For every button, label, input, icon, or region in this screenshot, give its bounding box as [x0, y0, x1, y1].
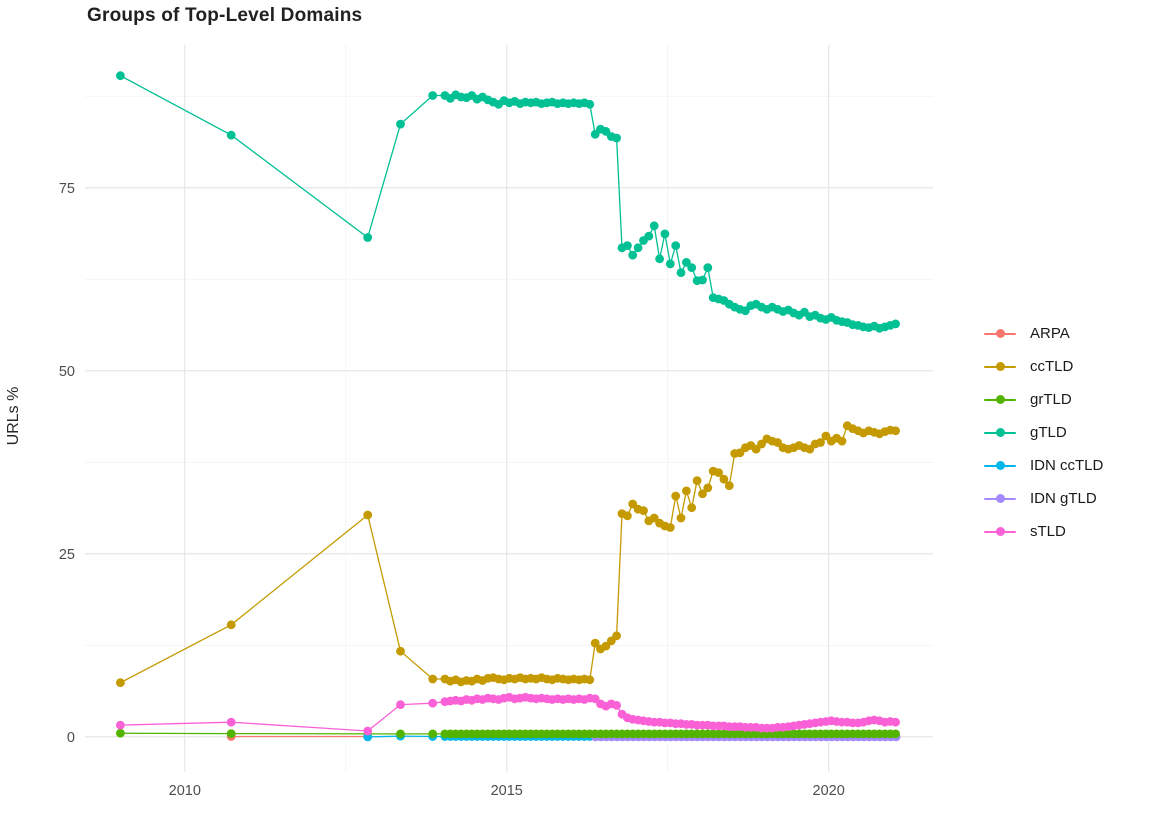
data-point-ccTLD: [816, 438, 825, 447]
legend-key-icon: [984, 391, 1016, 409]
data-point-gTLD: [698, 275, 707, 285]
data-point-ccTLD: [623, 511, 632, 521]
data-point-gTLD: [891, 319, 900, 329]
data-point-ccTLD: [428, 674, 438, 684]
data-point-sTLD: [363, 726, 373, 736]
data-point-gTLD: [226, 130, 236, 140]
data-point-gTLD: [644, 231, 654, 241]
series-line-gTLD: [120, 75, 896, 329]
data-point-ccTLD: [692, 476, 702, 485]
data-point-ccTLD: [714, 468, 723, 477]
data-point-ccTLD: [585, 675, 595, 685]
legend-item-IDN-ccTLD: IDN ccTLD: [984, 449, 1103, 482]
y-tick-label: 25: [59, 547, 75, 563]
legend-label: ccTLD: [1030, 358, 1074, 375]
data-point-ccTLD: [363, 510, 373, 520]
data-point-ccTLD: [891, 426, 900, 436]
data-point-gTLD: [649, 221, 659, 231]
data-point-sTLD: [226, 717, 236, 727]
legend: ARPA ccTLD grTLD gTLD IDN ccTLD IDN gTLD sTLD: [984, 317, 1103, 548]
data-point-gTLD: [623, 241, 632, 251]
data-point-gTLD: [665, 259, 675, 269]
data-point-gTLD: [428, 91, 438, 100]
legend-item-ARPA: ARPA: [984, 317, 1103, 350]
data-point-gTLD: [633, 243, 643, 253]
legend-item-sTLD: sTLD: [984, 515, 1103, 548]
data-point-ccTLD: [396, 646, 405, 656]
data-point-grTLD: [226, 729, 236, 738]
data-point-gTLD: [671, 241, 681, 251]
legend-key-icon: [984, 523, 1016, 541]
legend-item-IDN-gTLD: IDN gTLD: [984, 482, 1103, 515]
data-point-gTLD: [655, 254, 664, 264]
legend-label: sTLD: [1030, 523, 1066, 540]
legend-key-icon: [984, 325, 1016, 343]
legend-item-gTLD: gTLD: [984, 416, 1103, 449]
chart-title: Groups of Top-Level Domains: [87, 5, 363, 26]
y-axis-title: URLs %: [5, 386, 22, 446]
data-point-gTLD: [612, 133, 621, 143]
data-point-ccTLD: [682, 486, 691, 496]
y-tick-label: 0: [67, 730, 75, 746]
data-point-sTLD: [612, 701, 621, 710]
data-point-ccTLD: [590, 638, 600, 648]
data-point-ccTLD: [698, 489, 707, 499]
legend-label: gTLD: [1030, 424, 1067, 441]
x-tick-label: 2020: [813, 783, 845, 799]
data-point-ccTLD: [837, 436, 847, 446]
data-point-ccTLD: [116, 678, 125, 688]
data-point-gTLD: [687, 263, 697, 272]
y-tick-label: 50: [59, 364, 75, 380]
legend-key-icon: [984, 490, 1016, 508]
data-point-ccTLD: [676, 513, 686, 523]
data-point-ccTLD: [719, 474, 729, 484]
data-point-grTLD: [891, 729, 900, 739]
legend-key-icon: [984, 424, 1016, 442]
x-tick-label: 2010: [169, 783, 201, 799]
data-point-gTLD: [585, 99, 595, 109]
data-point-grTLD: [396, 729, 405, 739]
data-point-grTLD: [428, 729, 438, 739]
legend-label: grTLD: [1030, 391, 1072, 408]
data-point-gTLD: [363, 233, 373, 242]
data-point-sTLD: [116, 720, 125, 730]
data-point-gTLD: [676, 268, 686, 278]
legend-item-grTLD: grTLD: [984, 383, 1103, 416]
legend-item-ccTLD: ccTLD: [984, 350, 1103, 383]
legend-label: IDN ccTLD: [1030, 457, 1104, 474]
legend-key-icon: [984, 358, 1016, 376]
data-point-gTLD: [660, 229, 670, 239]
data-point-ccTLD: [226, 620, 236, 630]
data-point-gTLD: [396, 119, 405, 129]
data-point-ccTLD: [687, 503, 697, 513]
data-point-gTLD: [116, 71, 125, 81]
data-point-ccTLD: [612, 631, 621, 641]
legend-label: ARPA: [1030, 325, 1070, 342]
data-point-ccTLD: [639, 506, 648, 515]
data-point-gTLD: [628, 250, 638, 260]
data-point-sTLD: [428, 698, 438, 708]
data-point-ccTLD: [724, 481, 734, 491]
data-point-ccTLD: [703, 483, 713, 493]
data-point-grTLD: [116, 728, 125, 738]
data-point-gTLD: [703, 263, 713, 272]
y-tick-label: 75: [59, 181, 75, 197]
legend-label: IDN gTLD: [1030, 490, 1097, 507]
data-point-ccTLD: [671, 491, 681, 501]
data-point-sTLD: [891, 717, 900, 727]
data-point-ccTLD: [665, 523, 675, 532]
legend-key-icon: [984, 457, 1016, 475]
data-point-sTLD: [396, 700, 405, 709]
x-tick-label: 2015: [491, 783, 523, 799]
